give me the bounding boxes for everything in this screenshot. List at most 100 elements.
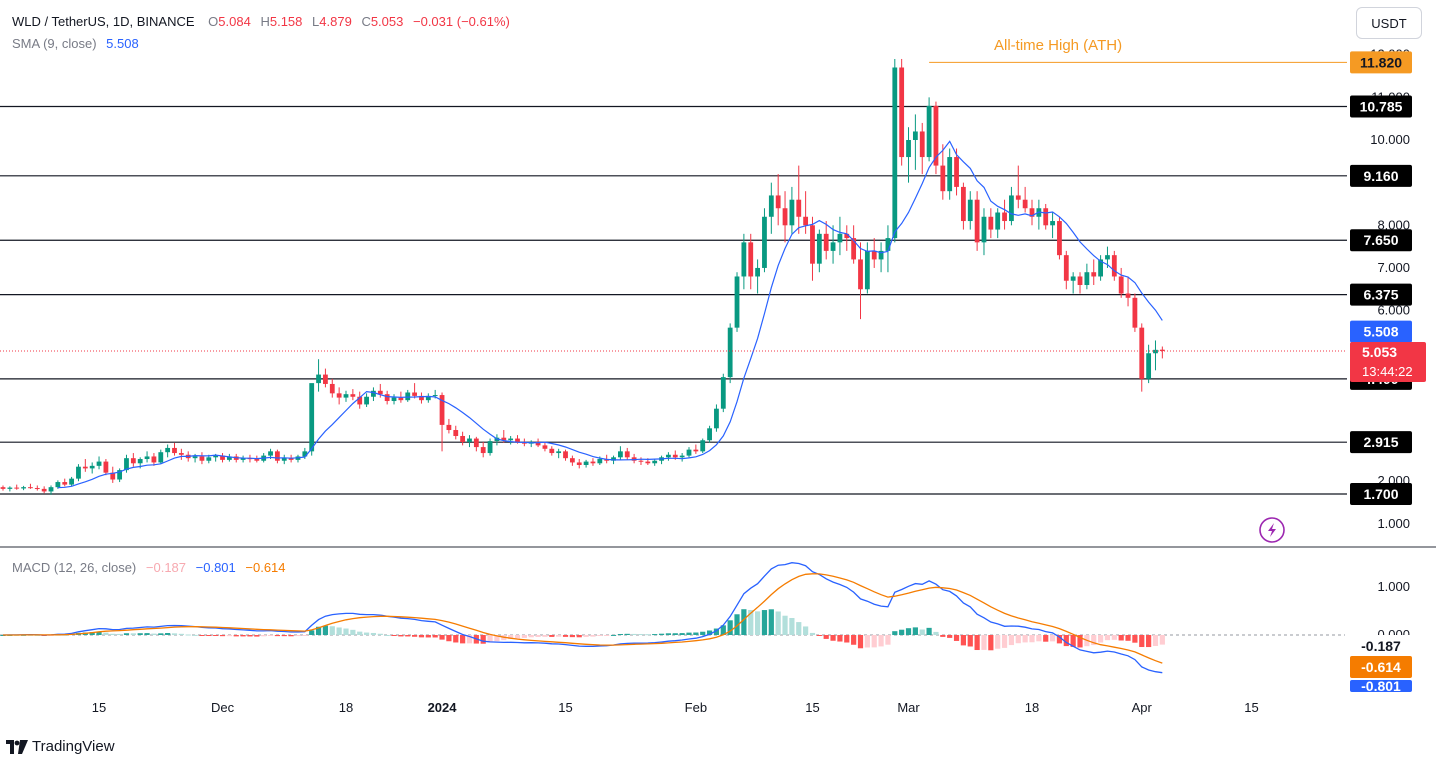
macd-signal-badge-text: -0.614 <box>1361 659 1401 675</box>
macd-hist-bar <box>281 635 287 637</box>
level-badge-bg <box>1350 229 1412 252</box>
macd-hist-bar <box>830 635 836 641</box>
macd-histogram <box>0 609 1165 651</box>
candle-body <box>864 250 870 290</box>
candle-body <box>597 459 603 464</box>
macd-hist-bar <box>885 635 891 645</box>
candle-body <box>288 458 294 460</box>
macd-hist-bar <box>466 635 473 644</box>
macd-hist-bar <box>357 631 363 635</box>
macd-hist-bar <box>350 629 356 635</box>
sma-legend[interactable]: SMA (9, close) 5.508 <box>12 36 139 52</box>
macd-hist-bar <box>494 635 500 642</box>
macd-hist-bar <box>1146 635 1152 648</box>
level-badge-bg <box>1350 482 1412 505</box>
macd-hist-bar <box>240 635 246 637</box>
candle-body <box>336 393 342 398</box>
lightning-icon[interactable] <box>1259 517 1285 543</box>
macd-hist-bar <box>974 635 980 651</box>
open-value: 5.084 <box>218 14 251 29</box>
candle-body <box>268 451 273 456</box>
macd-hist-bar <box>775 611 781 635</box>
macd-hist-bar <box>288 635 294 637</box>
tradingview-logo[interactable]: TradingView <box>6 738 115 755</box>
candle-body <box>460 435 466 442</box>
candle-body <box>611 457 616 461</box>
low-value: 4.879 <box>319 14 352 29</box>
countdown-text: 13:44:22 <box>1362 364 1413 379</box>
candle-body <box>1009 195 1014 222</box>
candle-body <box>707 428 712 441</box>
candle-body <box>666 454 671 458</box>
macd-hist-bar <box>988 635 994 651</box>
macd-hist-bar <box>185 634 191 636</box>
macd-hist-bar <box>844 635 850 643</box>
candle-body <box>803 216 809 226</box>
macd-hist-bar <box>480 635 486 644</box>
macd-hist-bar <box>329 626 335 635</box>
macd-hist-bar <box>151 633 157 635</box>
candle-body <box>556 451 562 454</box>
macd-hist-bar <box>89 632 95 635</box>
candle-body <box>1015 195 1021 200</box>
candle-body <box>398 397 404 401</box>
candle-body <box>316 374 321 384</box>
candle-body <box>974 199 980 243</box>
candle-body <box>1118 276 1124 294</box>
macd-hist-bar <box>391 635 397 636</box>
level-badge-bg <box>1350 431 1412 454</box>
macd-hist-bar <box>514 635 521 639</box>
macd-legend[interactable]: MACD (12, 26, close) −0.187 −0.801 −0.61… <box>12 560 286 576</box>
candle-body <box>981 216 987 243</box>
macd-hist-bar <box>226 635 232 637</box>
candle-body <box>220 455 225 460</box>
macd-hist-bar <box>755 611 761 635</box>
candle-body <box>34 488 40 490</box>
currency-button[interactable]: USDT <box>1356 7 1422 39</box>
candle-body <box>453 430 459 436</box>
macd-hist-bar <box>706 630 713 635</box>
candle-body <box>727 327 733 378</box>
macd-hist-badge-bg <box>1350 635 1412 657</box>
macd-hist-bar <box>583 635 589 637</box>
level-badge-text: 6.375 <box>1363 287 1398 303</box>
macd-hist-bar <box>144 633 150 635</box>
macd-hist-bar <box>1056 635 1063 644</box>
macd-hist-bar <box>604 635 610 636</box>
candle-body <box>41 488 47 492</box>
macd-hist-bar <box>1077 635 1083 648</box>
candle-body <box>714 408 719 429</box>
candle-body <box>1022 199 1028 209</box>
macd-hist-bar <box>1015 635 1021 644</box>
level-badge: 6.375 <box>1350 283 1412 306</box>
candle-body <box>789 199 795 226</box>
tradingview-logo-icon <box>6 739 28 754</box>
sma-badge-bg <box>1350 320 1412 343</box>
macd-hist-bar <box>967 635 973 647</box>
candle-body <box>7 487 13 489</box>
macd-hist-bar <box>899 629 905 635</box>
candle-body <box>782 208 788 226</box>
level-badge-bg <box>1350 95 1412 118</box>
macd-hist-bar <box>1036 635 1042 642</box>
candle-body <box>816 233 822 264</box>
macd-hist-bar <box>343 628 349 635</box>
candle-body <box>480 447 486 454</box>
candle-body <box>912 131 918 140</box>
candle-body <box>130 458 136 464</box>
macd-hist-bar <box>1111 635 1117 640</box>
symbol-name[interactable]: WLD / TetherUS, 1D, BINANCE <box>12 14 195 29</box>
candle-body <box>103 461 109 473</box>
macd-hist-bar <box>638 634 644 636</box>
candle-body <box>28 487 33 489</box>
macd-hist-bar <box>672 633 678 635</box>
candle-body <box>947 157 953 192</box>
time-tick-label: 15 <box>1244 700 1258 715</box>
horizontal-levels <box>0 61 1347 495</box>
macd-line-badge-bg <box>1350 680 1412 692</box>
candle-body <box>1029 208 1035 217</box>
candle-body <box>734 276 740 328</box>
candle-body <box>741 242 747 277</box>
last-price-badge: 5.053 13:44:22 <box>1350 342 1426 382</box>
